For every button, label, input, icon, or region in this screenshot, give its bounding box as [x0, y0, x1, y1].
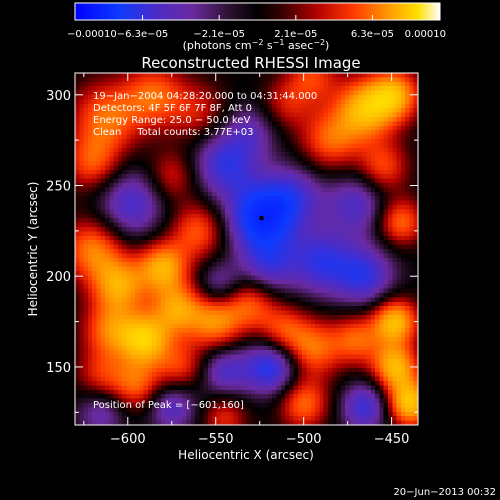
annotation-clean-counts: Clean Total counts: 3.77E+03	[93, 127, 253, 138]
colorbar	[74, 2, 441, 21]
chart-title: Reconstructed RHESSI Image	[141, 54, 360, 72]
annotation-energy-range: Energy Range: 25.0 − 50.0 keV	[93, 115, 250, 126]
colorbar-tick-labels: −0.00010 −6.3e−05 −2.1e−05 2.1e−05 6.3e−05 0.…	[67, 29, 446, 40]
x-tick-label: −600	[110, 432, 146, 447]
heatmap-image	[75, 73, 418, 425]
annotation-detectors: Detectors: 4F 5F 6F 7F 8F, Att 0	[93, 103, 252, 114]
x-axis-label: Heliocentric X (arcsec)	[178, 448, 314, 462]
y-tick-label: 300	[46, 89, 71, 104]
y-tick-label: 250	[46, 179, 71, 194]
y-tick-label: 200	[46, 270, 71, 285]
x-tick-label: −450	[374, 432, 410, 447]
y-axis-label: Heliocentric Y (arcsec)	[26, 182, 40, 317]
y-tick-label: 150	[46, 361, 71, 376]
colorbar-tick-label: 0.00010	[405, 29, 446, 40]
colorbar-tick-label: 6.3e−05	[351, 29, 394, 40]
colorbar-tick-label: −0.00010	[67, 29, 117, 40]
y-axis: 150 200 250 300	[46, 89, 418, 413]
annotation-time-range: 19−Jan−2004 04:28:20.000 to 04:31:44.000	[93, 91, 317, 102]
x-tick-label: −500	[286, 432, 322, 447]
annotation-peak-position: Position of Peak = [−601,160]	[93, 400, 244, 411]
peak-marker	[259, 216, 264, 221]
colorbar-units: (photons cm−2 s−1 asec−2)	[183, 38, 330, 52]
colorbar-tick-label: −2.1e−05	[193, 29, 245, 40]
plot-frame	[74, 72, 419, 426]
colorbar-tick-label: 2.1e−05	[274, 29, 317, 40]
x-tick-label: −550	[198, 432, 234, 447]
colorbar-tick-label: −6.3e−05	[117, 29, 169, 40]
x-axis: −600 −550 −500 −450	[83, 73, 410, 447]
footer-timestamp: 20−Jun−2013 00:32	[393, 487, 496, 498]
colorbar-ticks	[74, 15, 441, 20]
